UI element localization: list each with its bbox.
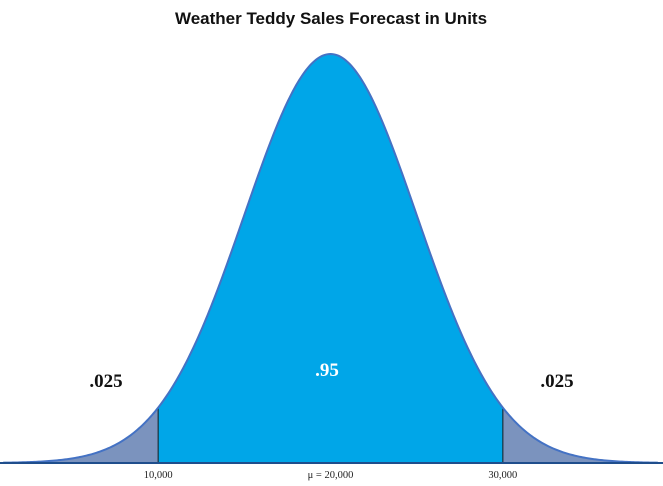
region-0 [3, 407, 159, 463]
tick-label-0: 10,000 [144, 470, 173, 481]
density-curve [2, 52, 659, 464]
tick-label-2: 30,000 [488, 470, 517, 481]
ticks-layer: 10,000 μ = 20,000 30,000 [144, 470, 518, 481]
region-2 [502, 407, 658, 463]
dividers-layer [157, 407, 504, 463]
tick-label-1: μ = 20,000 [308, 470, 354, 481]
probability-label-1: .95 [315, 360, 339, 381]
probability-label-0: .025 [89, 371, 122, 392]
regions-layer [3, 54, 658, 463]
labels-layer: .025 .95 .025 [89, 360, 573, 392]
region-1 [158, 54, 503, 463]
probability-label-2: .025 [540, 371, 573, 392]
chart-title: Weather Teddy Sales Forecast in Units [175, 9, 487, 28]
